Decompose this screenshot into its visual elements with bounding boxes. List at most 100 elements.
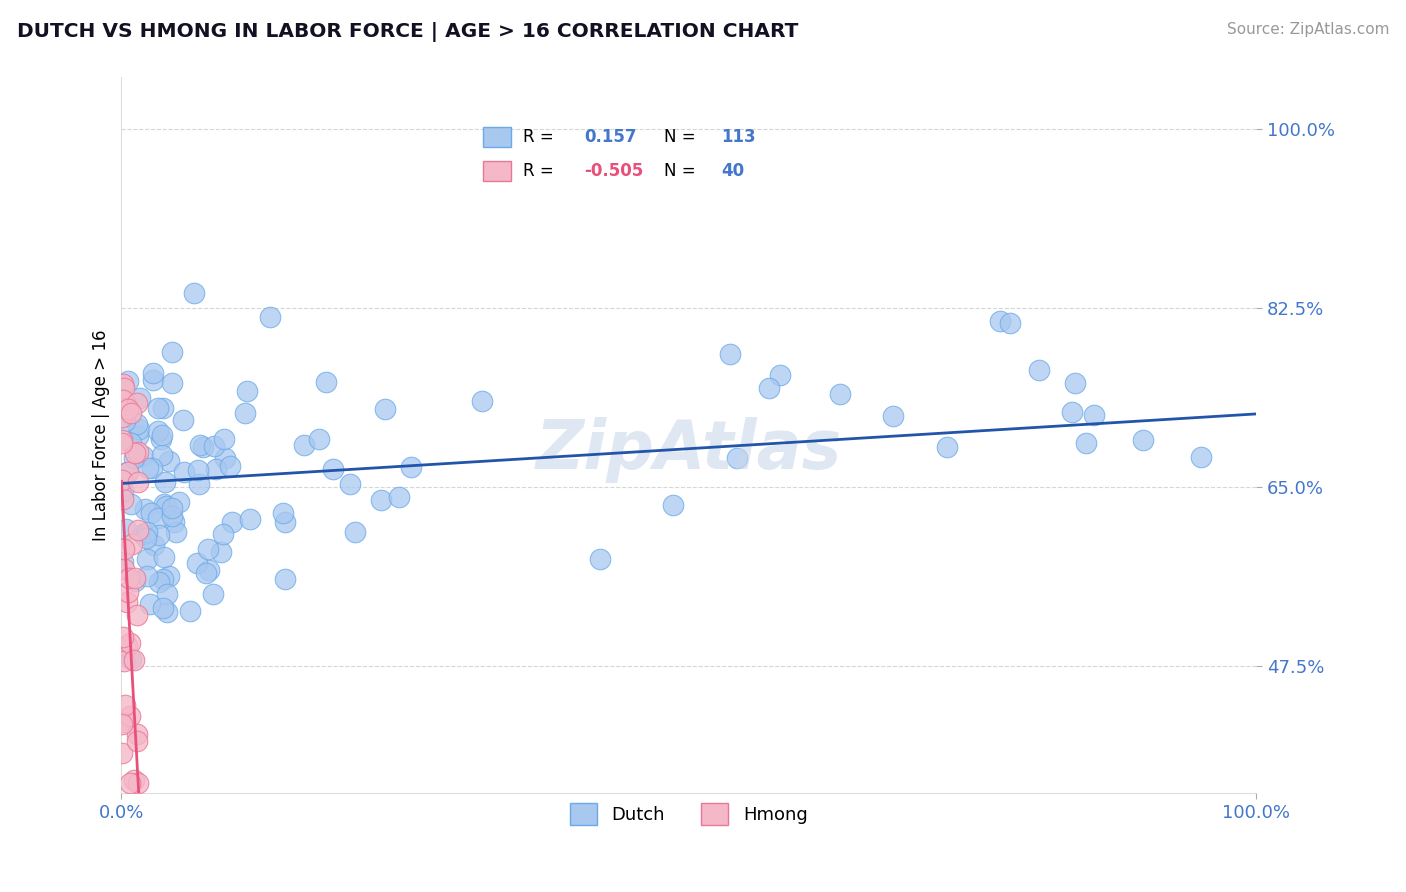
Point xyxy=(292,438,315,452)
Point xyxy=(127,445,149,459)
Point xyxy=(125,608,148,623)
Point xyxy=(153,497,176,511)
Point xyxy=(124,653,146,667)
Point xyxy=(115,522,138,536)
Point xyxy=(128,392,150,406)
Point xyxy=(758,381,780,395)
Text: DUTCH VS HMONG IN LABOR FORCE | AGE > 16 CORRELATION CHART: DUTCH VS HMONG IN LABOR FORCE | AGE > 16… xyxy=(17,22,799,42)
Point xyxy=(118,570,141,584)
Point xyxy=(111,392,134,407)
Point xyxy=(1189,450,1212,464)
Point xyxy=(127,523,149,537)
Point xyxy=(235,406,257,420)
Point xyxy=(135,569,157,583)
Point xyxy=(828,386,851,401)
Point xyxy=(187,477,209,491)
Point xyxy=(124,574,146,589)
Point xyxy=(156,606,179,620)
Point xyxy=(149,433,172,447)
Point xyxy=(115,401,138,416)
Point xyxy=(146,424,169,438)
Point xyxy=(343,525,366,540)
Point xyxy=(315,375,337,389)
Point xyxy=(1132,434,1154,448)
Point xyxy=(152,572,174,586)
Point xyxy=(111,433,134,447)
Point xyxy=(112,561,135,575)
Point xyxy=(112,555,135,569)
Point xyxy=(153,475,176,489)
Point xyxy=(160,508,183,523)
Point xyxy=(209,545,232,559)
Point xyxy=(188,438,211,452)
Point xyxy=(339,476,361,491)
Point xyxy=(146,401,169,415)
Point xyxy=(152,549,174,564)
Point xyxy=(141,461,163,475)
Point xyxy=(725,450,748,465)
Point xyxy=(988,314,1011,328)
Point xyxy=(127,776,149,790)
Point xyxy=(274,515,297,529)
Point xyxy=(202,587,225,601)
Point xyxy=(120,497,142,511)
Point xyxy=(127,727,149,741)
Point xyxy=(169,495,191,509)
Point xyxy=(112,714,135,729)
Point xyxy=(236,384,259,399)
Point xyxy=(212,527,235,541)
Point xyxy=(1060,405,1083,419)
Legend: Dutch, Hmong: Dutch, Hmong xyxy=(561,795,817,834)
Point xyxy=(142,366,165,380)
Point xyxy=(146,510,169,524)
Point xyxy=(1083,408,1105,422)
Point xyxy=(142,373,165,387)
Point xyxy=(114,414,136,428)
Point xyxy=(117,374,139,388)
Point xyxy=(121,651,143,665)
Point xyxy=(135,531,157,545)
Point xyxy=(401,460,423,475)
Point xyxy=(148,574,170,589)
Point xyxy=(212,433,235,447)
Point xyxy=(163,515,186,529)
Point xyxy=(117,402,139,417)
Point xyxy=(125,734,148,748)
Point xyxy=(194,566,217,580)
Point xyxy=(1028,363,1050,377)
Point xyxy=(148,527,170,541)
Point xyxy=(114,397,136,411)
Point xyxy=(136,551,159,566)
Point xyxy=(165,525,187,540)
Point xyxy=(155,499,177,513)
Point xyxy=(152,401,174,415)
Point xyxy=(115,594,138,608)
Point xyxy=(471,393,494,408)
Point xyxy=(139,598,162,612)
Point xyxy=(271,506,294,520)
Point xyxy=(111,484,134,499)
Point xyxy=(122,450,145,465)
Point xyxy=(112,542,135,557)
Point xyxy=(124,446,146,460)
Point xyxy=(186,556,208,570)
Point xyxy=(111,746,134,760)
Point xyxy=(274,572,297,586)
Point xyxy=(127,475,149,489)
Point xyxy=(183,285,205,300)
Point xyxy=(160,501,183,516)
Point xyxy=(111,435,134,450)
Point xyxy=(172,413,194,427)
Point xyxy=(998,317,1021,331)
Point xyxy=(239,511,262,525)
Point xyxy=(198,564,221,578)
Point xyxy=(769,368,792,382)
Point xyxy=(152,448,174,462)
Point xyxy=(370,493,392,508)
Point xyxy=(935,440,957,454)
Point xyxy=(110,474,132,488)
Point xyxy=(111,377,134,392)
Point xyxy=(718,347,741,361)
Point xyxy=(205,461,228,475)
Text: ZipAtlas: ZipAtlas xyxy=(536,417,842,483)
